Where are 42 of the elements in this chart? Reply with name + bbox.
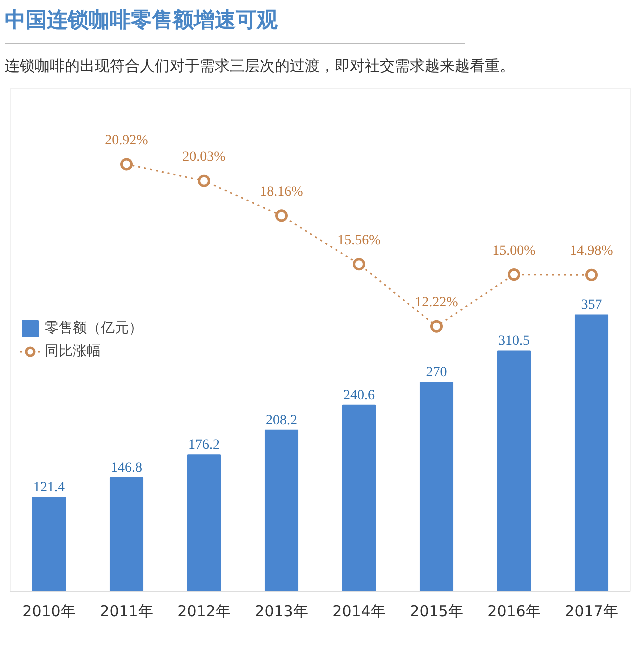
point bbox=[276, 210, 288, 222]
bar bbox=[497, 350, 532, 592]
point bbox=[353, 258, 366, 271]
point bbox=[586, 268, 598, 282]
legend-label: 零售额（亿元） bbox=[45, 319, 143, 337]
point bbox=[198, 174, 210, 188]
data-label: 357 bbox=[581, 298, 602, 314]
point bbox=[430, 320, 443, 333]
legend-label: 同比涨幅 bbox=[45, 342, 101, 360]
x-tick-label: 2010年 bbox=[22, 602, 76, 620]
x-tick-label: 2014年 bbox=[332, 602, 386, 620]
data-label: 18.16% bbox=[260, 184, 304, 200]
bar bbox=[264, 430, 299, 592]
bar bbox=[574, 314, 609, 592]
data-label: 14.98% bbox=[570, 244, 614, 260]
bar bbox=[342, 404, 376, 592]
chart-subtitle: 连锁咖啡的出现符合人们对于需求三层次的过渡，即对社交需求越来越看重。 bbox=[5, 56, 515, 77]
data-label: 176.2 bbox=[188, 438, 220, 454]
x-tick-label: 2011年 bbox=[100, 602, 154, 620]
x-tick-label: 2015年 bbox=[410, 602, 464, 620]
point bbox=[508, 268, 520, 282]
bar bbox=[187, 454, 222, 592]
x-tick-label: 2017年 bbox=[565, 602, 618, 620]
bar bbox=[110, 477, 144, 592]
bar bbox=[32, 497, 66, 592]
data-label: 12.22% bbox=[415, 296, 459, 311]
data-label: 240.6 bbox=[344, 388, 375, 404]
x-tick-label: 2012年 bbox=[178, 602, 231, 620]
data-label: 270 bbox=[426, 366, 448, 381]
data-label: 121.4 bbox=[34, 480, 65, 496]
data-label: 20.92% bbox=[105, 134, 149, 149]
chart-title: 中国连锁咖啡零售额增速可观 bbox=[5, 7, 278, 34]
x-tick-label: 2013年 bbox=[255, 602, 308, 620]
bar bbox=[420, 382, 454, 592]
point bbox=[120, 158, 133, 171]
data-label: 20.03% bbox=[182, 150, 226, 166]
x-tick-label: 2016年 bbox=[488, 602, 541, 620]
data-label: 15.56% bbox=[338, 233, 382, 248]
data-label: 310.5 bbox=[498, 334, 530, 350]
data-label: 15.00% bbox=[492, 244, 536, 259]
data-label: 208.2 bbox=[266, 413, 298, 428]
data-label: 146.8 bbox=[111, 460, 142, 476]
